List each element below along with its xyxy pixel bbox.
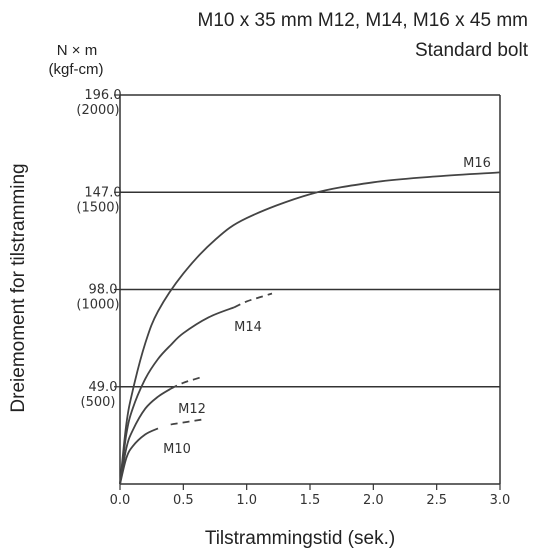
- y-tick-label-1: 98.0: [89, 283, 118, 298]
- x-tick-label-6: 3.0: [490, 493, 511, 508]
- y-tick-sublabel-2: (1500): [76, 200, 119, 215]
- x-tick-label-4: 2.0: [363, 493, 384, 508]
- x-tick-label-3: 1.5: [300, 493, 321, 508]
- x-tick-label-2: 1.0: [236, 493, 257, 508]
- y-tick-sublabel-1: (1000): [76, 298, 119, 313]
- series-group: M16 M14 M12 M10: [119, 156, 501, 485]
- series-label-m16: M16: [463, 156, 491, 171]
- x-tick-label-0: 0.0: [110, 493, 131, 508]
- x-tick-label-1: 0.5: [173, 493, 194, 508]
- y-tick-label-0: 49.0: [89, 380, 118, 395]
- y-tick-sublabel-3: (2000): [76, 103, 119, 118]
- unit-primary: N × m: [57, 42, 97, 59]
- series-dashed-m14: [233, 292, 273, 309]
- y-tick-label-3: 196.0: [84, 88, 121, 103]
- gridlines: [120, 191, 500, 388]
- y-axis-label: Dreiemoment for tilstramming: [8, 163, 29, 412]
- x-axis-label: Tilstrammingstid (sek.): [205, 528, 395, 549]
- series-label-m12: M12: [178, 402, 206, 417]
- series-line-m14: [119, 306, 235, 485]
- series-line-m10: [119, 427, 159, 485]
- y-ticks: 49.0(500) 98.0(1000) 147.0(1500) 196.0(2000…: [76, 88, 121, 410]
- x-ticks: 0.0 0.5 1.0 1.5 2.0 2.5 3.0: [110, 484, 511, 508]
- y-tick-label-2: 147.0: [84, 185, 121, 200]
- series-dashed-m10: [170, 418, 203, 426]
- y-tick-sublabel-0: (500): [81, 395, 116, 410]
- header-line1: M10 x 35 mm M12, M14, M16 x 45 mm: [198, 10, 529, 31]
- series-line-m12: [119, 387, 172, 485]
- x-tick-label-5: 2.5: [426, 493, 447, 508]
- series-label-m10: M10: [163, 442, 191, 457]
- series-line-m16: [119, 171, 501, 485]
- series-label-m14: M14: [234, 320, 262, 335]
- unit-secondary: (kgf-cm): [49, 61, 104, 78]
- series-dashed-m12: [170, 375, 203, 390]
- header-line2: Standard bolt: [415, 40, 529, 61]
